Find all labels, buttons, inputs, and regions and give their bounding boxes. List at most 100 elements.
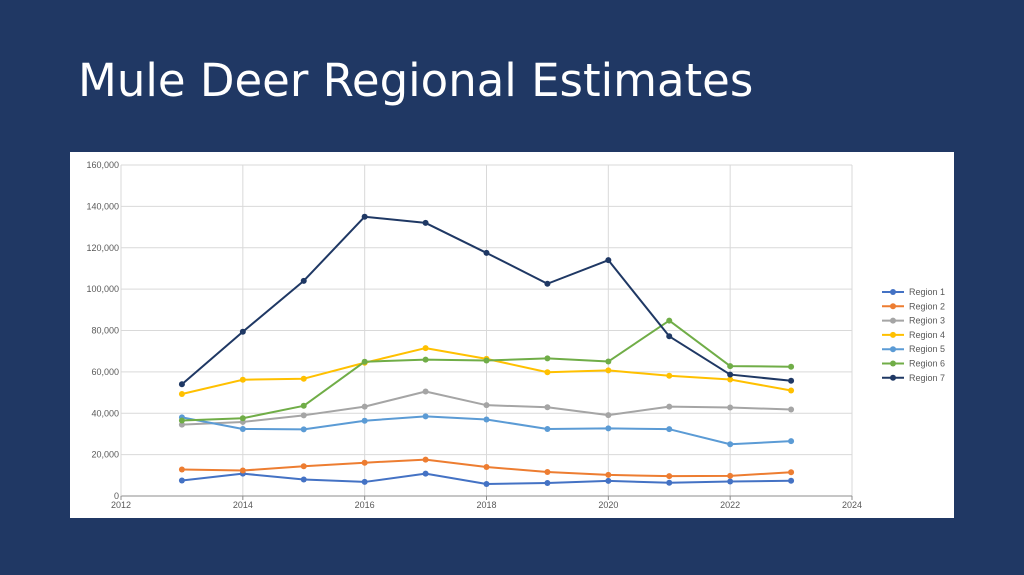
line-chart: 0 20,000 40,000 60,000 80,000 100,000 120,000 1…: [86, 160, 945, 510]
legend-item-region-5: Region 5: [882, 344, 945, 354]
data-point-region-7: [239, 328, 246, 335]
x-tick-label: 2020: [598, 500, 618, 510]
data-point-region-6: [239, 415, 246, 422]
data-point-region-4: [239, 376, 246, 383]
data-point-region-6: [605, 358, 612, 365]
data-point-region-4: [605, 367, 612, 374]
data-point-region-4: [178, 391, 185, 398]
data-point-region-7: [605, 257, 612, 264]
y-tick-label: 60,000: [91, 367, 119, 377]
data-point-region-3: [605, 412, 612, 419]
data-point-region-2: [544, 469, 551, 476]
data-point-region-2: [178, 466, 185, 473]
data-point-region-3: [788, 406, 795, 413]
data-point-region-6: [666, 317, 673, 324]
legend-label: Region 1: [909, 287, 945, 297]
y-tick-label: 40,000: [91, 408, 119, 418]
legend-label: Region 7: [909, 373, 945, 383]
data-point-region-7: [727, 371, 734, 378]
y-tick-label: 160,000: [86, 160, 119, 170]
series-region-2: [178, 456, 795, 480]
data-point-region-3: [544, 404, 551, 411]
data-point-region-6: [483, 357, 490, 364]
data-point-region-6: [544, 355, 551, 362]
data-point-region-4: [544, 369, 551, 376]
data-point-region-1: [544, 479, 551, 486]
series-region-7: [178, 213, 795, 388]
y-tick-label: 140,000: [86, 201, 119, 211]
data-point-region-1: [422, 470, 429, 477]
legend-swatch-marker: [890, 317, 896, 324]
data-point-region-7: [422, 219, 429, 226]
data-point-region-5: [788, 438, 795, 445]
data-point-region-5: [666, 426, 673, 433]
data-point-region-7: [300, 277, 307, 284]
chart-panel: 0 20,000 40,000 60,000 80,000 100,000 120,000 1…: [70, 152, 954, 518]
y-tick-label: 80,000: [91, 326, 119, 336]
legend-swatch-marker: [890, 346, 896, 353]
data-point-region-1: [483, 481, 490, 488]
legend-item-region-6: Region 6: [882, 359, 945, 369]
y-tick-label: 20,000: [91, 450, 119, 460]
legend-swatch-marker: [890, 303, 896, 310]
slide-title: Mule Deer Regional Estimates: [78, 54, 754, 107]
legend-item-region-3: Region 3: [882, 316, 945, 326]
legend-label: Region 4: [909, 330, 945, 340]
data-point-region-1: [361, 478, 368, 485]
data-point-region-4: [727, 376, 734, 383]
data-point-region-6: [788, 363, 795, 370]
data-point-region-3: [178, 421, 185, 428]
series-region-3: [178, 388, 795, 428]
series-region-6: [178, 317, 795, 424]
y-tick-label: 100,000: [86, 284, 119, 294]
data-point-region-1: [727, 478, 734, 485]
legend-label: Region 3: [909, 316, 945, 326]
chart-gridlines: [121, 164, 853, 496]
data-point-region-3: [300, 412, 307, 419]
data-point-region-1: [788, 477, 795, 484]
data-point-region-1: [300, 476, 307, 483]
data-point-region-2: [483, 464, 490, 471]
data-point-region-1: [666, 479, 673, 486]
data-point-region-5: [300, 426, 307, 433]
data-point-region-2: [422, 456, 429, 463]
data-point-region-2: [727, 472, 734, 479]
legend-item-region-1: Region 1: [882, 287, 945, 297]
x-tick-label: 2016: [355, 500, 375, 510]
data-point-region-5: [544, 425, 551, 432]
series-region-1: [178, 470, 795, 488]
data-point-region-5: [239, 425, 246, 432]
x-tick-label: 2012: [111, 500, 131, 510]
data-point-region-5: [422, 413, 429, 420]
data-point-region-2: [666, 473, 673, 480]
legend-item-region-4: Region 4: [882, 330, 945, 340]
data-point-region-7: [483, 249, 490, 256]
legend-label: Region 6: [909, 359, 945, 369]
y-tick-label: 120,000: [86, 243, 119, 253]
data-point-region-7: [666, 333, 673, 340]
data-point-region-7: [361, 213, 368, 220]
data-point-region-5: [605, 425, 612, 432]
data-point-region-6: [361, 358, 368, 365]
data-point-region-4: [788, 387, 795, 394]
chart-series: [178, 213, 795, 488]
data-point-region-2: [300, 463, 307, 470]
legend-item-region-7: Region 7: [882, 373, 945, 383]
data-point-region-3: [422, 388, 429, 395]
data-point-region-7: [178, 381, 185, 388]
legend-swatch-marker: [890, 289, 896, 295]
x-tick-label: 2024: [842, 500, 862, 510]
x-tick-label: 2014: [233, 500, 253, 510]
data-point-region-3: [666, 403, 673, 410]
data-point-region-7: [788, 377, 795, 384]
data-point-region-5: [727, 441, 734, 448]
data-point-region-2: [239, 467, 246, 474]
data-point-region-6: [178, 417, 185, 424]
data-point-region-5: [361, 417, 368, 424]
legend-swatch-marker: [890, 360, 896, 367]
legend-item-region-2: Region 2: [882, 301, 945, 311]
data-point-region-1: [178, 477, 185, 484]
data-point-region-4: [300, 375, 307, 382]
data-point-region-6: [422, 356, 429, 363]
data-point-region-6: [727, 363, 734, 370]
